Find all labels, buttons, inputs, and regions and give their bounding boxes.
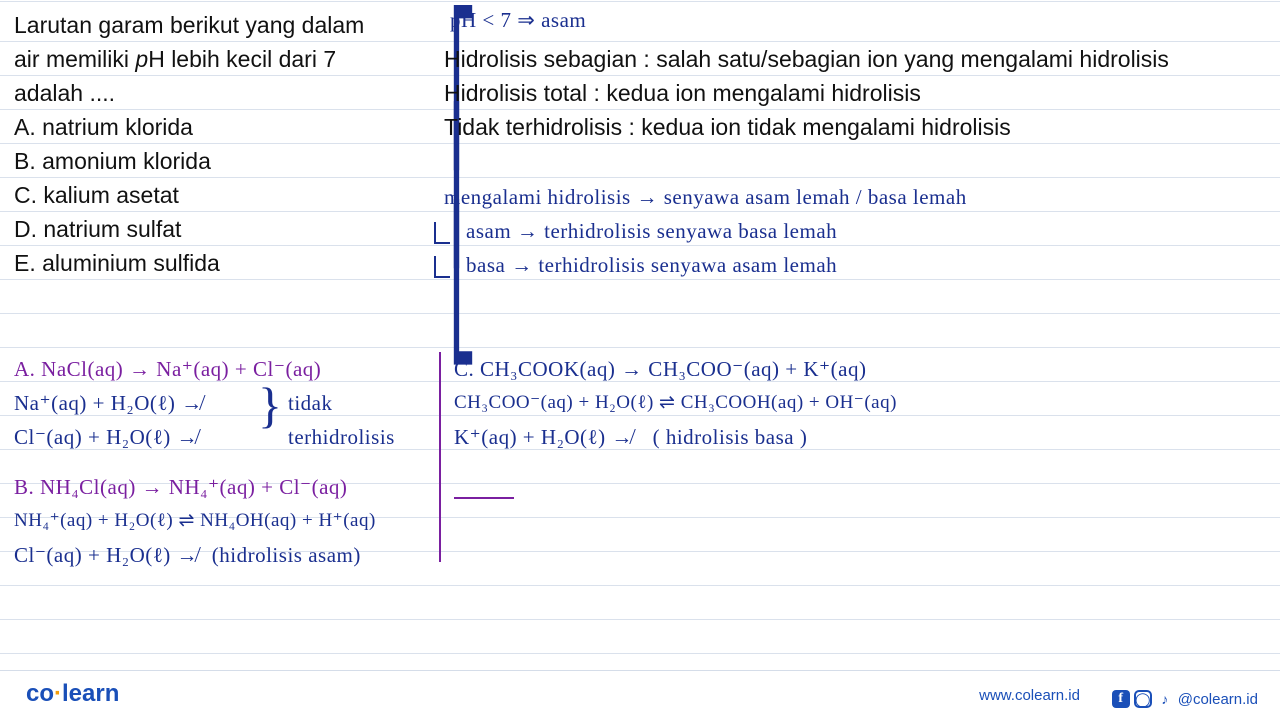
footer-bar: co·learn www.colearn.id f ◯ ♪ @colearn.i… — [0, 670, 1280, 720]
work-left-column: A. NaCl(aq) → Na⁺(aq) + Cl⁻(aq) Na⁺(aq) … — [14, 352, 434, 572]
def-total: Hidrolisis total : kedua ion mengalami h… — [444, 76, 1274, 110]
def-none: Tidak terhidrolisis : kedua ion tidak me… — [444, 110, 1274, 144]
work-b-title: B. NH₄Cl(aq) → NH₄⁺(aq) + Cl⁻(aq) — [14, 470, 434, 504]
work-b-l1: NH₄⁺(aq) + H₂O(ℓ) ⇌ NH₄OH(aq) + H⁺(aq) — [14, 504, 434, 538]
instagram-icon: ◯ — [1134, 690, 1152, 708]
work-b-note: (hidrolisis asam) — [212, 543, 361, 567]
work-c-l2: K⁺(aq) + H₂O(ℓ) ↛ ( hidrolisis basa ) — [454, 420, 1154, 454]
q-line2: air memiliki pH lebih kecil dari 7 — [14, 42, 424, 76]
q-line1: Larutan garam berikut yang dalam — [14, 8, 424, 42]
option-d: D. natrium sulfat — [14, 212, 414, 246]
q-line3: adalah .... — [14, 76, 424, 110]
work-b-l2: Cl⁻(aq) + H₂O(ℓ) ↛ (hidrolisis asam) — [14, 538, 434, 572]
tiktok-icon: ♪ — [1156, 690, 1174, 708]
option-c: C. kalium asetat — [14, 178, 414, 212]
question-text: Larutan garam berikut yang dalam air mem… — [14, 8, 424, 110]
logo-learn: learn — [62, 680, 119, 707]
option-a: A. natrium klorida — [14, 110, 414, 144]
brand-logo: co·learn — [26, 680, 119, 708]
elbow-arrow-icon — [434, 256, 450, 278]
vertical-divider — [439, 352, 441, 562]
social-block: f ◯ ♪ @colearn.id — [1112, 690, 1258, 708]
options-list: A. natrium klorida B. amonium klorida C.… — [14, 110, 414, 280]
work-a-note2: terhidrolisis — [288, 420, 395, 454]
logo-dot: · — [54, 680, 62, 707]
work-a-l1: Na⁺(aq) + H₂O(ℓ) ↛ — [14, 386, 434, 420]
notebook-page: Larutan garam berikut yang dalam air mem… — [0, 0, 1280, 720]
work-a-note1: tidak — [288, 386, 333, 420]
elbow-arrow-icon — [434, 222, 450, 244]
work-a-title: A. NaCl(aq) → Na⁺(aq) + Cl⁻(aq) — [14, 352, 434, 386]
work-c-note: ( hidrolisis basa ) — [653, 425, 808, 449]
midnote-2: asam → terhidrolisis senyawa basa lemah — [466, 214, 1264, 248]
def-partial: Hidrolisis sebagian : salah satu/sebagia… — [444, 42, 1274, 76]
social-handle: @colearn.id — [1178, 691, 1258, 708]
work-c-title: C. CH₃COOK(aq) → CH₃COO⁻(aq) + K⁺(aq) — [454, 352, 1154, 386]
work-c-l1: CH₃COO⁻(aq) + H₂O(ℓ) ⇌ CH₃COOH(aq) + OH⁻… — [454, 386, 1154, 420]
midnote-1: mengalami hidrolisis → senyawa asam lema… — [444, 180, 1264, 214]
logo-co: co — [26, 680, 54, 707]
facebook-icon: f — [1112, 690, 1130, 708]
midnote-3: basa → terhidrolisis senyawa asam lemah — [466, 248, 1264, 282]
brace-icon: } — [258, 388, 282, 422]
footer-url: www.colearn.id — [979, 687, 1080, 704]
definitions-block: Hidrolisis sebagian : salah satu/sebagia… — [444, 42, 1274, 144]
option-b: B. amonium klorida — [14, 144, 414, 178]
work-right-column: C. CH₃COOK(aq) → CH₃COO⁻(aq) + K⁺(aq) CH… — [454, 352, 1154, 454]
midnotes-block: mengalami hidrolisis → senyawa asam lema… — [444, 180, 1264, 282]
underline-divider — [454, 497, 514, 499]
option-e: E. aluminium sulfida — [14, 246, 414, 280]
